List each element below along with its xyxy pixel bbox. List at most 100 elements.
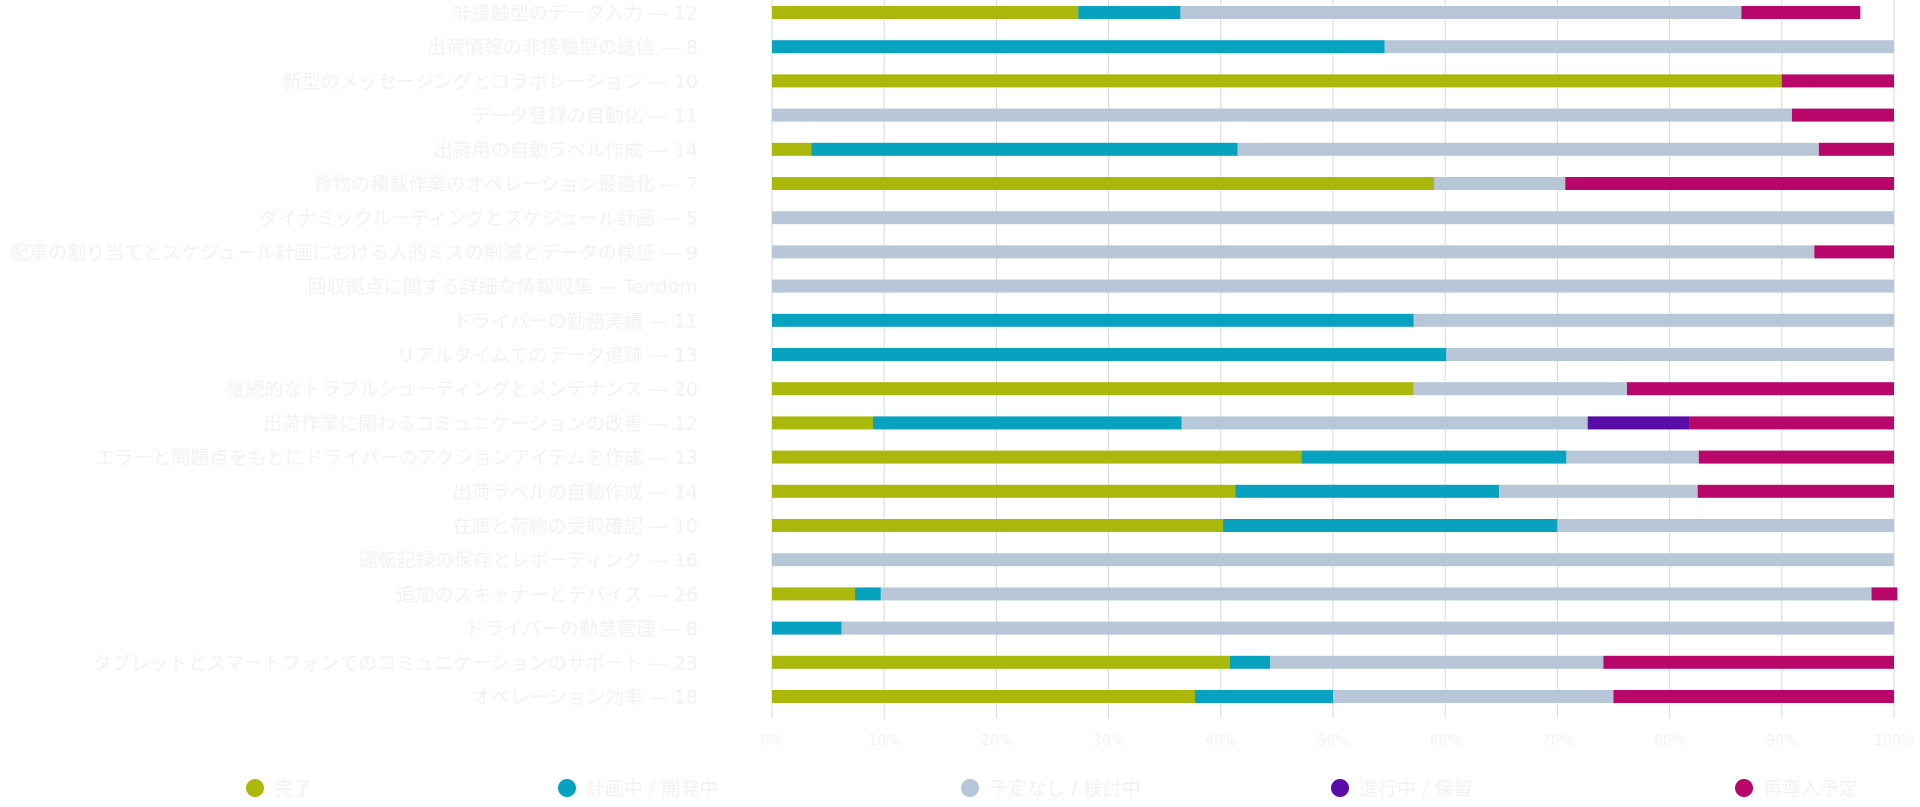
legend-marker [558, 779, 576, 797]
category-label: 在庫と荷物の受取確認 — 10 [453, 516, 698, 538]
bar-segment [1781, 74, 1894, 88]
bar-segment [772, 74, 1782, 88]
bar-segment [772, 177, 1434, 190]
bar-segment [1689, 416, 1894, 430]
legend: 完了 計画中 / 開発中 予定なし / 検討中 進行中 / 保留 再導入予定 [246, 778, 1858, 800]
bar-segment [772, 313, 1414, 327]
bar-segment [1565, 177, 1894, 190]
category-label: 出荷作業に関わるコミュニケーションの改善 — 12 [263, 413, 698, 435]
category-label: エラーと問題点をもとにドライバーのアクションアイテムを作成 — 13 [95, 447, 698, 469]
bar-segment [772, 553, 1894, 567]
bar-segment [1741, 6, 1861, 19]
bar-segment [811, 142, 1238, 156]
bar-segment [1613, 690, 1894, 703]
bar-segment [1587, 416, 1690, 430]
bar-segment [772, 587, 856, 601]
category-label: リアルタイムでのデータ追跡 — 13 [396, 345, 698, 367]
bar-segment [1791, 108, 1894, 122]
bar-segment [772, 348, 1447, 361]
bar-segment [1237, 142, 1819, 156]
bar-segment [772, 211, 1894, 225]
category-label: 出荷ラベルの自動作成 — 14 [453, 481, 698, 503]
bar-segment [1566, 450, 1699, 464]
x-tick-label: 100% [1874, 733, 1914, 749]
bar-segment [880, 587, 1872, 601]
bar-segment [772, 245, 1815, 259]
bar-segment [1384, 40, 1894, 54]
bar-segment [1078, 6, 1181, 19]
legend-label: 計画中 / 開発中 [586, 778, 718, 800]
bar-segment [772, 690, 1195, 703]
bar-segment [772, 655, 1230, 669]
x-tick-label: 80% [1654, 733, 1685, 749]
bar-segment [772, 484, 1236, 498]
bar-segment [1223, 519, 1558, 532]
bar-segment [1433, 177, 1566, 190]
x-tick-label: 70% [1542, 733, 1573, 749]
category-label: ドライバーの勤怠管理 — 8 [465, 618, 698, 640]
bar-segment [1270, 655, 1604, 669]
category-label: データ登録の自動化 — 11 [472, 105, 698, 127]
bar-segment [772, 142, 812, 156]
bar-segment [1301, 450, 1567, 464]
x-tick-label: 50% [1317, 733, 1348, 749]
x-tick-label: 10% [869, 733, 900, 749]
bar-segment [772, 519, 1224, 532]
bar-segment [772, 450, 1302, 464]
bar-segment [1413, 313, 1894, 327]
bar-segment [1180, 6, 1742, 19]
bar-segment [1603, 655, 1894, 669]
x-tick-label: 40% [1205, 733, 1236, 749]
category-label: 回収拠点に関する詳細な情報収集 — Tendom [308, 276, 698, 298]
category-label: 配車の割り当てとスケジュール計画における人的ミスの削減とデータの検証 — 9 [10, 242, 698, 264]
bar-segment [872, 416, 1182, 430]
bar-segment [1446, 348, 1894, 361]
category-label: ドライバーの勤務実績 — 11 [453, 310, 698, 332]
bar-segment [1229, 655, 1271, 669]
category-label: 貨物の積載作業のオペレーション最適化 — 7 [313, 174, 698, 196]
legend-marker [1331, 779, 1349, 797]
bar-segment [1698, 450, 1894, 464]
bar-segment [1814, 245, 1894, 259]
x-tick-label: 60% [1430, 733, 1461, 749]
legend-marker [1735, 779, 1753, 797]
bar-segment [1557, 519, 1894, 532]
legend-label: 予定なし / 検討中 [989, 778, 1140, 800]
x-tick-label: 0% [761, 733, 783, 749]
category-label: タブレットとスマートフォンでのコミュニケーションのサポート — 23 [93, 651, 698, 674]
bar-segment [772, 6, 1079, 19]
bars-layer [772, 6, 1898, 703]
category-label: 出荷用の自動ラベル作成 — 14 [434, 139, 698, 161]
x-tick-label: 90% [1766, 733, 1797, 749]
bar-segment [1235, 484, 1500, 498]
bar-segment [1333, 690, 1614, 703]
bar-segment [1871, 587, 1898, 601]
category-label: 運転記録の保存とレポーティング — 16 [359, 550, 698, 572]
bar-segment [841, 621, 1895, 635]
x-tick-labels: 0% 10% 20% 30% 40% 50% 60% 70% 80% 90% 100% [761, 733, 1914, 749]
bar-segment [1181, 416, 1588, 430]
bar-segment [1194, 690, 1333, 703]
bar-segment [1499, 484, 1698, 498]
bar-segment [1626, 382, 1894, 396]
bar-segment [855, 587, 881, 601]
category-label: 追加のスキャナーとデバイス — 26 [396, 584, 698, 606]
legend-marker [246, 779, 264, 797]
legend-label: 進行中 / 保留 [1359, 778, 1472, 800]
bar-segment [1697, 484, 1894, 498]
category-label: ダイナミックルーティングとスケジュール計画 — 5 [259, 208, 698, 230]
bar-segment [1413, 382, 1627, 396]
bar-segment [772, 40, 1385, 54]
category-labels: 非接触型のデータ入力 — 12 出荷情報の非接触型の送信 — 8 新型のメッセージン… [10, 3, 698, 709]
category-label: 継続的なトラブルシューティングとメンテナンス — 20 [226, 378, 698, 401]
bar-segment [772, 108, 1792, 122]
bar-segment [772, 416, 873, 430]
legend-label: 再導入予定 [1763, 778, 1858, 800]
x-tick-label: 20% [981, 733, 1012, 749]
category-label: 新型のメッセージングとコラボレーション — 10 [283, 71, 699, 93]
bar-segment [772, 382, 1414, 396]
x-tick-label: 30% [1093, 733, 1124, 749]
category-label: 非接触型のデータ入力 — 12 [453, 3, 698, 25]
